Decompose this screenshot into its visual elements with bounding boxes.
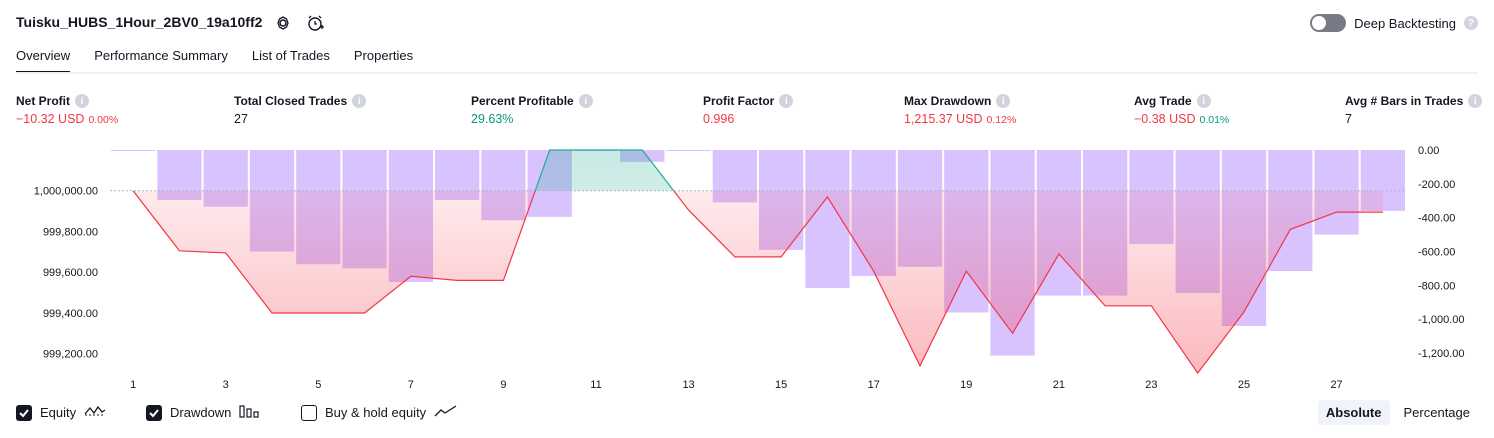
metric-value: −0.38 USD	[1134, 112, 1196, 126]
drawdown-bar	[111, 150, 156, 151]
metric-value: 1,215.37 USD	[904, 112, 983, 126]
help-icon[interactable]: ?	[1464, 16, 1478, 30]
drawdown-bar	[666, 150, 711, 151]
right-axis-tick: -200.00	[1418, 179, 1455, 191]
info-icon[interactable]: i	[1468, 94, 1483, 108]
left-axis-tick: 999,600.00	[43, 267, 98, 279]
metric-percent-profitable: Percent Profitable i 29.63%	[471, 94, 593, 126]
left-axis-tick: 1,000,000.00	[34, 186, 98, 198]
x-axis-tick: 9	[500, 379, 506, 391]
info-icon[interactable]: i	[1196, 94, 1211, 108]
x-axis-tick: 3	[223, 379, 229, 391]
add-alert-icon[interactable]	[306, 14, 324, 32]
drawdown-bars-icon	[239, 404, 260, 421]
metric-label: Net Profit	[16, 94, 70, 108]
drawdown-checkbox[interactable]	[146, 404, 162, 421]
metric-label: Avg # Bars in Trades	[1345, 94, 1464, 108]
x-axis-tick: 27	[1330, 379, 1342, 391]
tab-list-of-trades[interactable]: List of Trades	[251, 48, 330, 63]
metric-percent: 0.12%	[986, 114, 1017, 126]
equity-line-loss	[132, 190, 1383, 375]
x-axis-tick: 1	[130, 379, 136, 391]
tabs-divider	[16, 72, 1478, 74]
right-axis-tick: -600.00	[1418, 247, 1455, 259]
buy-hold-checkbox[interactable]	[301, 404, 317, 421]
metric-avg-bars-in-trades: Avg # Bars in Trades i 7	[1345, 94, 1483, 126]
tab-bar: Overview Performance Summary List of Tra…	[16, 48, 413, 74]
x-axis-tick: 21	[1053, 379, 1065, 391]
tab-overview[interactable]: Overview	[16, 48, 71, 74]
equity-loss-area	[133, 190, 1383, 374]
metric-net-profit: Net Profit i −10.32 USD 0.00%	[16, 94, 118, 126]
legend-drawdown[interactable]: Drawdown	[146, 404, 260, 421]
legend-label: Equity	[40, 405, 77, 420]
equity-line-icon	[84, 404, 106, 421]
metric-max-drawdown: Max Drawdown i 1,215.37 USD 0.12%	[904, 94, 1016, 126]
x-axis-tick: 13	[682, 379, 694, 391]
x-axis-tick: 11	[590, 379, 601, 391]
left-axis-tick: 999,400.00	[43, 308, 98, 320]
mode-percentage[interactable]: Percentage	[1403, 405, 1471, 420]
strategy-title: Tuisku_HUBS_1Hour_2BV0_19a10ff2	[16, 14, 263, 30]
x-axis-tick: 19	[960, 379, 972, 391]
mode-absolute[interactable]: Absolute	[1317, 400, 1390, 425]
metric-percent: 0.00%	[88, 114, 119, 126]
legend-equity[interactable]: Equity	[16, 404, 106, 421]
right-axis-tick: -400.00	[1418, 213, 1455, 225]
metric-percent: 0.01%	[1199, 114, 1230, 126]
x-axis-tick: 23	[1145, 379, 1157, 391]
deep-backtesting-control: Deep Backtesting ?	[1310, 14, 1478, 32]
info-icon[interactable]: i	[779, 94, 794, 108]
deep-backtesting-toggle[interactable]	[1310, 14, 1347, 32]
metric-value: 27	[234, 112, 248, 126]
legend-label: Drawdown	[170, 405, 232, 420]
tab-properties[interactable]: Properties	[353, 48, 414, 63]
metric-label: Percent Profitable	[471, 94, 574, 108]
metric-value: 7	[1345, 112, 1352, 126]
metric-value: 0.996	[703, 112, 735, 126]
x-axis-tick: 17	[868, 379, 880, 391]
info-icon[interactable]: i	[996, 94, 1011, 108]
right-axis-tick: -800.00	[1418, 280, 1455, 292]
left-axis-tick: 999,800.00	[43, 226, 98, 238]
tab-performance-summary[interactable]: Performance Summary	[94, 48, 228, 63]
info-icon[interactable]: i	[75, 94, 89, 108]
x-axis-tick: 15	[775, 379, 787, 391]
x-axis-tick: 7	[408, 379, 414, 391]
info-icon[interactable]: i	[578, 94, 593, 108]
equity-drawdown-chart: 1,000,000.00 999,800.00 999,600.00 999,400.…	[34, 145, 1465, 391]
metric-label: Profit Factor	[703, 94, 775, 108]
metric-avg-trade: Avg Trade i −0.38 USD 0.01%	[1134, 94, 1229, 126]
metric-total-closed-trades: Total Closed Trades i 27	[234, 94, 367, 126]
metric-label: Avg Trade	[1134, 94, 1192, 108]
metric-label: Total Closed Trades	[234, 94, 348, 108]
left-axis-tick: 999,200.00	[43, 349, 98, 361]
x-axis-tick: 5	[315, 379, 321, 391]
legend-label: Buy & hold equity	[325, 405, 427, 420]
equity-checkbox[interactable]	[16, 404, 32, 421]
metric-profit-factor: Profit Factor i 0.996	[703, 94, 794, 126]
x-axis-tick: 25	[1238, 379, 1250, 391]
info-icon[interactable]: i	[352, 94, 367, 108]
display-mode-switch: Absolute Percentage	[1317, 400, 1478, 425]
settings-icon[interactable]	[274, 14, 292, 32]
metric-value: −10.32 USD	[16, 112, 85, 126]
right-axis-tick: -1,200.00	[1418, 348, 1464, 360]
legend-buy-hold[interactable]: Buy & hold equity	[301, 404, 458, 421]
metric-value: 29.63%	[471, 112, 514, 126]
metric-label: Max Drawdown	[904, 94, 992, 108]
deep-backtesting-label: Deep Backtesting	[1354, 15, 1456, 31]
buy-hold-line-icon	[434, 404, 458, 421]
right-axis-tick: -1,000.00	[1418, 314, 1464, 326]
right-axis-tick: 0.00	[1418, 145, 1439, 157]
